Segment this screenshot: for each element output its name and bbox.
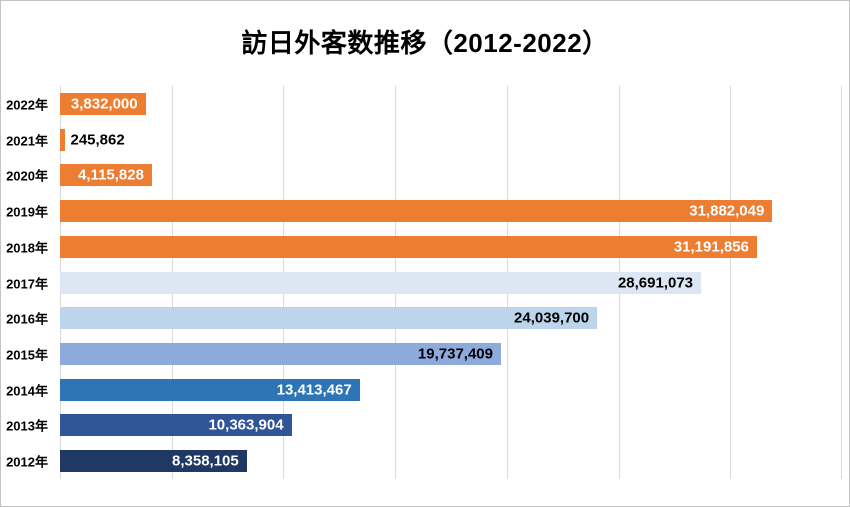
gridline (730, 86, 732, 479)
bar-row: 2014年 13,413,467 (6, 372, 842, 408)
bar-row: 2015年 19,737,409 (6, 336, 842, 372)
bar-row: 2021年 245,862 (6, 122, 842, 158)
plot-area: 2022年 3,832,000 2021年 245,862 2020年 4,115,828… (6, 86, 842, 479)
bar-value-label: 3,832,000 (70, 95, 138, 113)
bar: 10,363,904 (60, 414, 292, 437)
bar-value-label: 31,882,049 (689, 202, 765, 220)
bar-value-label: 8,358,105 (172, 452, 239, 470)
bar-row: 2022年 3,832,000 (6, 86, 842, 122)
bar-value-label: 19,737,409 (417, 345, 493, 363)
category-label: 2021年 (6, 133, 48, 149)
chart-title: 訪日外客数推移（2012-2022） (241, 28, 609, 58)
category-label: 2016年 (6, 311, 48, 327)
category-label: 2015年 (6, 347, 48, 363)
bar: 24,039,700 (60, 307, 598, 330)
bar-value-label: 31,191,856 (673, 238, 749, 256)
bar: 13,413,467 (60, 378, 360, 401)
bar-row: 2012年 8,358,105 (6, 443, 842, 479)
bar-value-label: 28,691,073 (617, 274, 694, 292)
category-label: 2022年 (6, 97, 48, 113)
bar: 31,882,049 (60, 200, 773, 223)
bar-value-label: 24,039,700 (514, 309, 590, 327)
bars-container: 2022年 3,832,000 2021年 245,862 2020年 4,115,828… (6, 86, 842, 479)
bar: 19,737,409 (60, 343, 501, 365)
bar: 28,691,073 (60, 271, 702, 294)
category-label: 2012年 (6, 454, 48, 470)
bar: 31,191,856 (60, 235, 757, 258)
category-label: 2020年 (6, 168, 48, 184)
category-label: 2013年 (6, 418, 48, 434)
bar-value-label: 4,115,828 (78, 166, 144, 184)
bar-row: 2016年 24,039,700 (6, 300, 842, 336)
bar-row: 2017年 28,691,073 (6, 265, 842, 301)
gridline (841, 86, 842, 479)
bar: 3,832,000 (60, 92, 146, 115)
bar-row: 2019年 31,882,049 (6, 193, 842, 229)
bar: 8,358,105 (60, 450, 247, 473)
bar-row: 2018年 31,191,856 (6, 229, 842, 265)
bar: 4,115,828 (60, 164, 152, 187)
category-label: 2019年 (6, 204, 48, 220)
category-label: 2018年 (6, 240, 48, 256)
bar-row: 2013年 10,363,904 (6, 408, 842, 444)
category-label: 2017年 (6, 276, 48, 292)
bar-row: 2020年 4,115,828 (6, 157, 842, 193)
bar-value-label: 245,862 (70, 131, 125, 149)
bar (60, 128, 66, 151)
bar-value-label: 13,413,467 (276, 381, 352, 399)
category-label: 2014年 (6, 383, 48, 399)
bar-value-label: 10,363,904 (208, 416, 284, 434)
